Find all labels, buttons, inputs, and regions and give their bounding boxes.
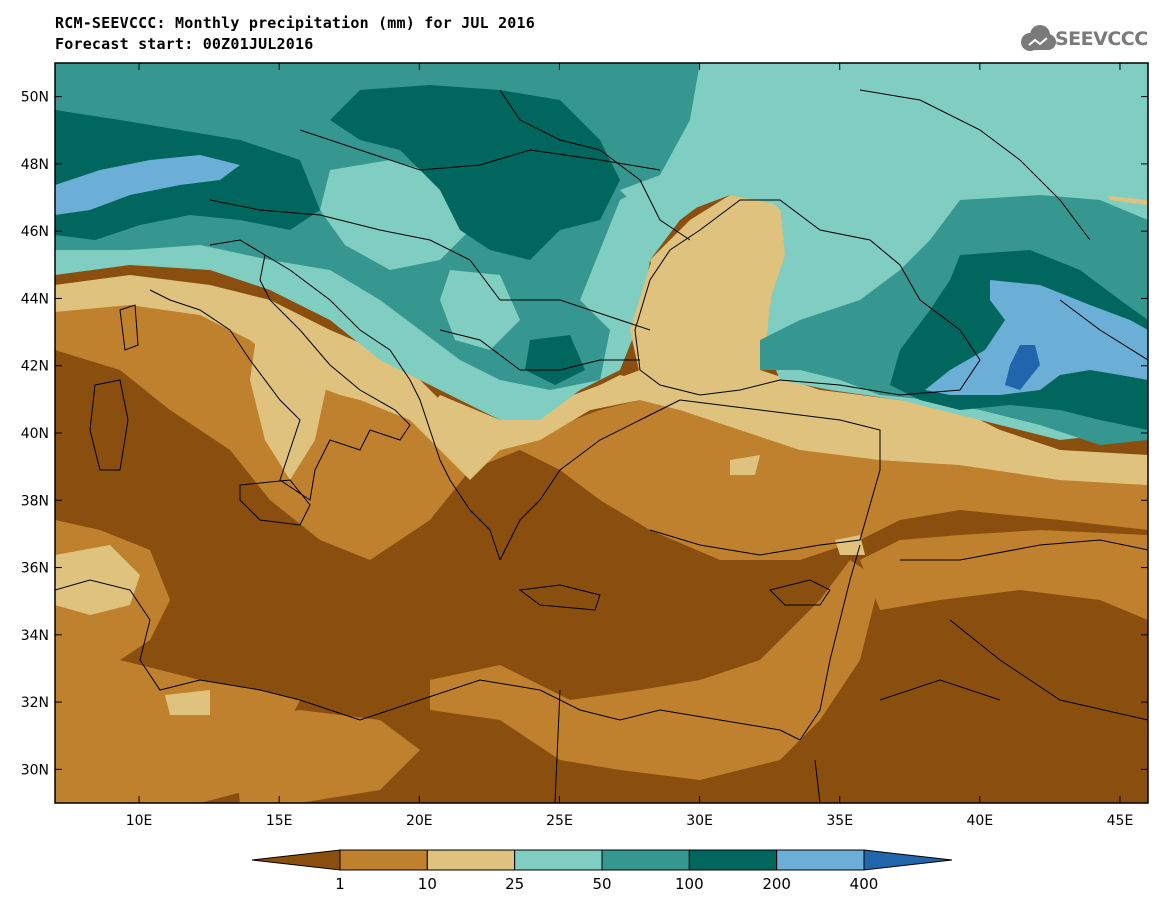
x-tick-label: 45E: [1107, 813, 1134, 829]
colorbar-segment: [776, 849, 865, 871]
colorbar-segment: [426, 849, 516, 871]
forecast-start-label: Forecast start: 00Z01JUL2016: [55, 35, 314, 53]
y-tick-label: 36N: [21, 561, 49, 577]
y-tick-label: 38N: [21, 493, 49, 509]
lat-axis: 50N 48N 46N 44N 42N 40N 38N 36N 34N 32N 30N: [21, 90, 1148, 778]
y-tick-label: 50N: [21, 90, 49, 106]
y-tick-label: 42N: [21, 359, 49, 375]
y-tick-label: 34N: [21, 628, 49, 644]
colorbar-label: 50: [592, 875, 611, 893]
colorbar-segment: [514, 849, 603, 871]
colorbar-label: 1: [335, 875, 345, 893]
logo-text: SEEVCCC: [1055, 28, 1148, 50]
cloud-logo-icon: [1021, 25, 1056, 51]
precip-colorbar: 1 10 25 50 100 200 400: [251, 849, 953, 893]
colorbar-label: 10: [418, 875, 437, 893]
colorbar-segment: [863, 849, 953, 871]
lon-axis: 10E 15E 20E 25E 30E 35E 40E 45E: [126, 63, 1134, 829]
x-tick-label: 10E: [126, 813, 153, 829]
y-tick-label: 30N: [21, 762, 49, 778]
y-tick-label: 46N: [21, 224, 49, 240]
x-tick-label: 30E: [686, 813, 713, 829]
precip-field: [55, 63, 1148, 803]
colorbar-segment: [339, 849, 428, 871]
y-tick-label: 48N: [21, 157, 49, 173]
colorbar-label: 400: [850, 875, 879, 893]
x-tick-label: 15E: [266, 813, 293, 829]
colorbar-segment: [601, 849, 690, 871]
colorbar-label: 25: [505, 875, 524, 893]
colorbar-segment: [251, 849, 341, 871]
x-tick-label: 40E: [967, 813, 994, 829]
colorbar-segment: [688, 849, 778, 871]
y-tick-label: 44N: [21, 291, 49, 307]
y-tick-label: 40N: [21, 426, 49, 442]
map-title: RCM-SEEVCCC: Monthly precipitation (mm) …: [55, 14, 535, 32]
x-tick-label: 25E: [546, 813, 573, 829]
colorbar-label: 200: [762, 875, 791, 893]
colorbar-label: 100: [675, 875, 704, 893]
x-tick-label: 20E: [406, 813, 433, 829]
coastlines: [55, 89, 1148, 803]
x-tick-label: 35E: [826, 813, 853, 829]
y-tick-label: 32N: [21, 695, 49, 711]
max-precip-cell: [1005, 345, 1040, 390]
